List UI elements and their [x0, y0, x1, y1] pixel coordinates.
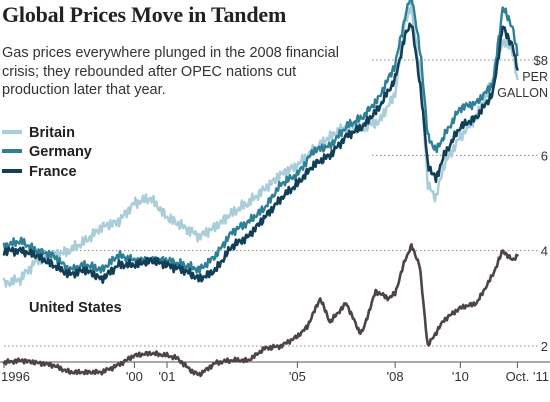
x-tick-label: '01 [159, 369, 176, 384]
series-line-united-states [2, 243, 519, 378]
x-tick-label: '10 [452, 369, 469, 384]
x-tick-label: 1996 [1, 369, 30, 384]
legend-label-britain: Britain [29, 125, 75, 141]
x-tick-label: Oct. '11 [506, 369, 549, 384]
y-unit-label: GALLON [497, 86, 548, 100]
x-tick-label: '00 [126, 369, 143, 384]
series-line-britain [2, 1, 519, 288]
y-tick-label: 4 [541, 244, 548, 259]
y-unit-label: PER [522, 70, 548, 84]
x-tick-label: '05 [289, 369, 306, 384]
chart-subtitle: Gas prices everywhere plunged in the 200… [2, 45, 339, 98]
y-tick-label: 6 [541, 148, 548, 163]
series-label-united-states: United States [29, 300, 122, 316]
y-tick-label: 2 [541, 339, 548, 354]
chart-title: Global Prices Move in Tandem [2, 2, 287, 27]
y-tick-label: $8 [534, 53, 548, 68]
legend-label-france: France [29, 164, 77, 180]
x-tick-label: '08 [387, 369, 404, 384]
legend-label-germany: Germany [29, 144, 92, 160]
series-line-germany [2, 0, 519, 275]
series-line-france [2, 22, 519, 284]
